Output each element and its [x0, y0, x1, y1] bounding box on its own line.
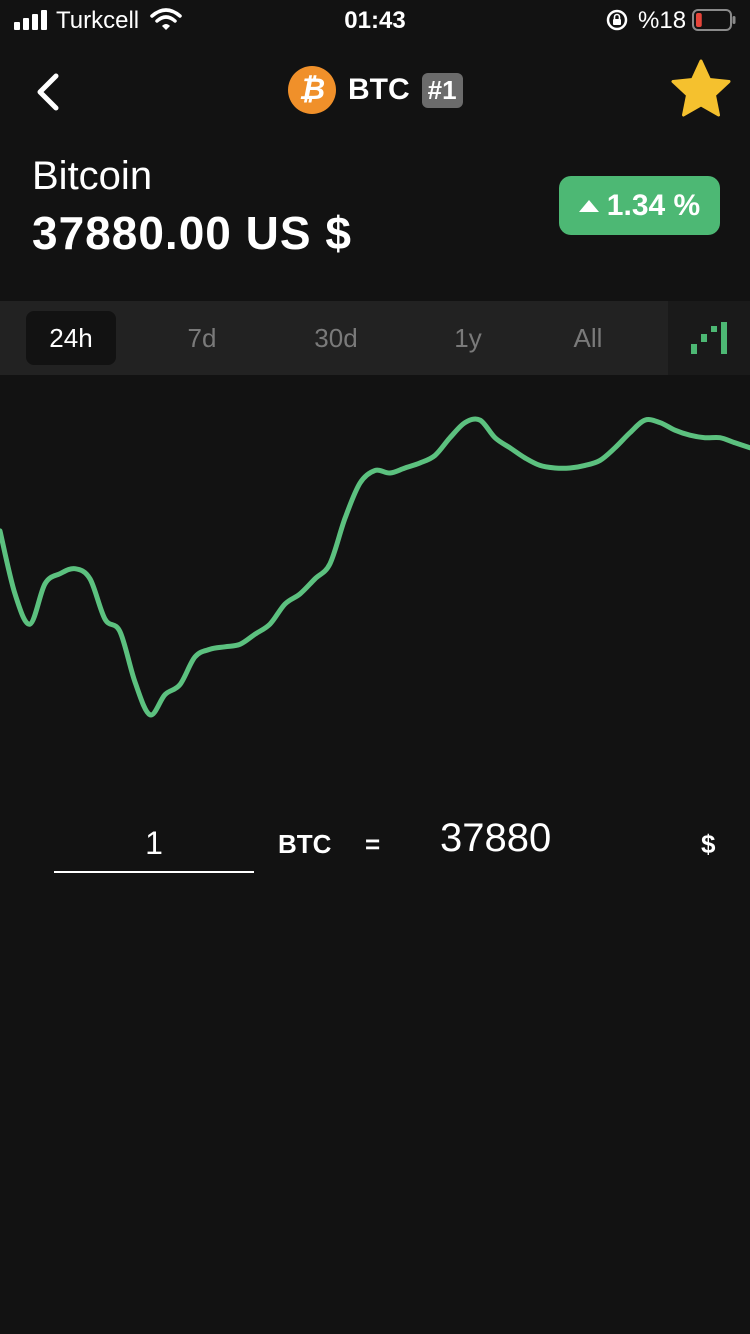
tab-1y[interactable]: 1y [454, 322, 482, 353]
chart-type-button[interactable] [668, 301, 750, 375]
favorite-button[interactable] [670, 58, 732, 120]
to-currency-label: $ [701, 829, 716, 859]
coin-price: 37880.00 US $ [32, 207, 352, 259]
from-currency-label: BTC [278, 829, 332, 859]
wifi-icon [150, 8, 182, 30]
status-bar: Turkcell 01:43 %18 [0, 0, 750, 40]
price-change-badge: 1.34 % [559, 176, 720, 235]
carrier-label: Turkcell [56, 7, 140, 34]
equals-sign: = [365, 829, 381, 859]
coin-symbol: BTC [348, 73, 410, 106]
rotation-lock-icon [606, 9, 628, 31]
price-change-value: 1.34 % [606, 188, 701, 222]
amount-input[interactable] [54, 815, 254, 871]
rank-badge: #1 [421, 72, 463, 108]
tab-7d[interactable]: 7d [187, 322, 217, 353]
battery-percentage: %18 [638, 7, 687, 34]
tab-30d[interactable]: 30d [314, 322, 358, 353]
bitcoin-glyph: ₿ [298, 73, 326, 106]
battery-icon [692, 9, 736, 31]
converted-value: 37880 [440, 816, 552, 860]
signal-icon [14, 10, 47, 30]
star-icon [671, 59, 731, 117]
bitcoin-logo-icon: ₿ [288, 66, 336, 114]
tab-all[interactable]: All [573, 322, 603, 353]
coin-header: ₿ BTC #1 [288, 66, 463, 114]
clock: 01:43 [344, 7, 406, 34]
arrow-up-icon [578, 199, 599, 212]
chevron-left-icon [37, 73, 59, 111]
back-button[interactable] [26, 68, 70, 116]
price-chart [0, 416, 750, 718]
price-line [0, 416, 750, 718]
coin-name: Bitcoin [32, 154, 153, 198]
bar-chart-icon [691, 322, 727, 354]
amount-field-wrapper [54, 815, 254, 873]
tab-24h[interactable]: 24h [26, 311, 116, 365]
time-range-selector: 24h 7d 30d 1y All [0, 301, 750, 375]
